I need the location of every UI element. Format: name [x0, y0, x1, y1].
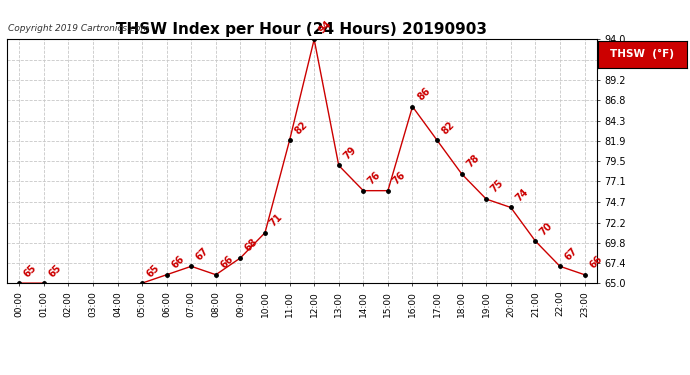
- Text: 68: 68: [243, 237, 260, 254]
- Text: 66: 66: [219, 254, 235, 270]
- Text: 76: 76: [366, 170, 383, 186]
- Text: 65: 65: [22, 262, 39, 279]
- Text: 63: 63: [0, 374, 1, 375]
- Text: 74: 74: [513, 187, 530, 203]
- Text: 94: 94: [317, 19, 333, 35]
- Text: 63: 63: [0, 374, 1, 375]
- Text: 86: 86: [415, 86, 432, 102]
- Text: 78: 78: [464, 153, 481, 170]
- Text: 70: 70: [538, 220, 555, 237]
- Text: 65: 65: [46, 262, 63, 279]
- Text: 76: 76: [391, 170, 407, 186]
- Text: 66: 66: [587, 254, 604, 270]
- Text: Copyright 2019 Cartronics.com: Copyright 2019 Cartronics.com: [8, 24, 150, 33]
- Text: 82: 82: [293, 119, 309, 136]
- Text: 71: 71: [268, 212, 284, 228]
- Text: 67: 67: [563, 246, 580, 262]
- Text: 66: 66: [170, 254, 186, 270]
- Text: 63: 63: [0, 374, 1, 375]
- Text: 65: 65: [145, 262, 161, 279]
- Text: 79: 79: [342, 145, 358, 161]
- Title: THSW Index per Hour (24 Hours) 20190903: THSW Index per Hour (24 Hours) 20190903: [117, 22, 487, 37]
- Text: 82: 82: [440, 119, 457, 136]
- Text: 67: 67: [194, 246, 210, 262]
- Text: THSW  (°F): THSW (°F): [611, 49, 674, 59]
- Text: 75: 75: [489, 178, 506, 195]
